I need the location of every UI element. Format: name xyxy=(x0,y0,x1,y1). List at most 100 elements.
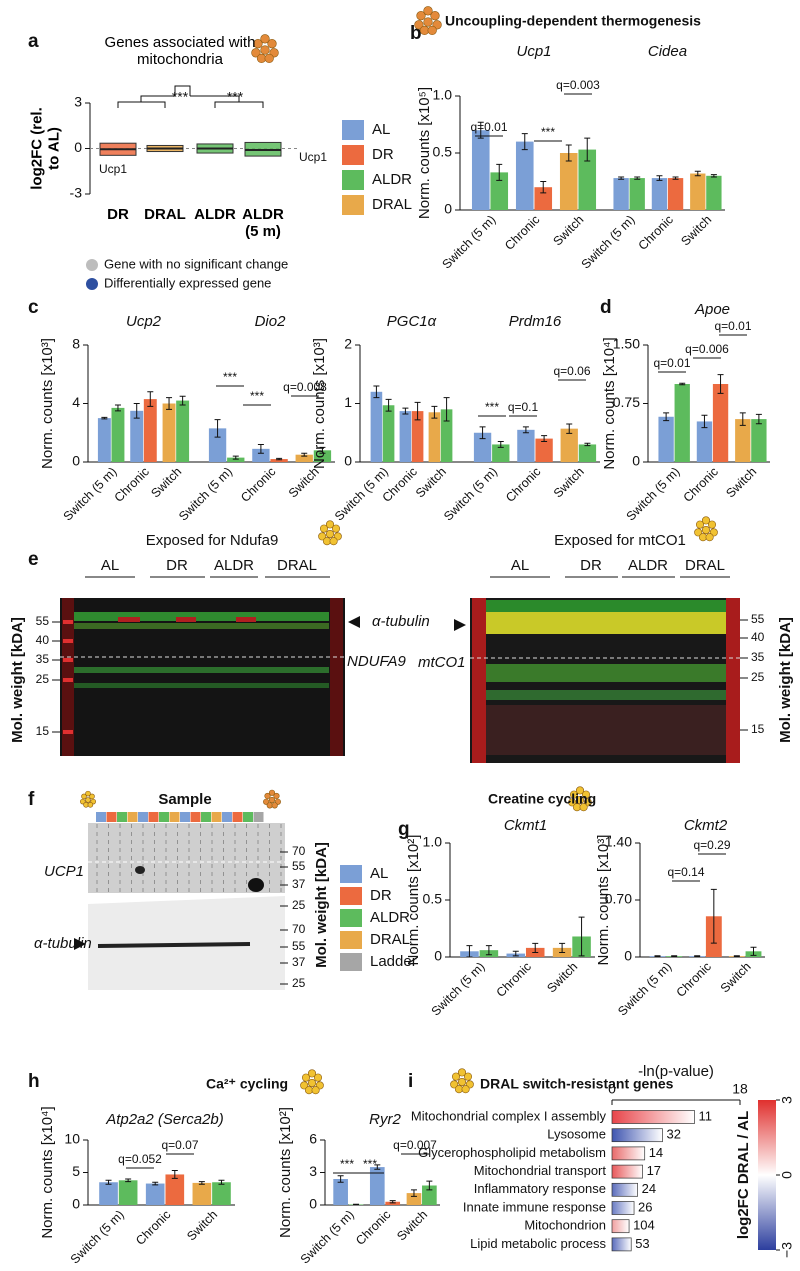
bracket xyxy=(117,85,264,108)
strip-cell xyxy=(232,812,243,822)
subplot-title: Ucp2 xyxy=(126,313,162,330)
error-bar xyxy=(739,412,746,426)
icon-cell xyxy=(253,39,263,49)
strip-cell xyxy=(127,812,138,822)
error-bar xyxy=(374,1164,381,1170)
blot-image xyxy=(470,598,740,763)
annotation: *** xyxy=(541,125,555,139)
bar xyxy=(578,444,597,462)
icon-cell xyxy=(423,17,433,27)
error-bar xyxy=(496,163,503,181)
icon xyxy=(450,1068,474,1094)
icon-cell xyxy=(260,34,270,44)
icon-cell xyxy=(81,793,87,800)
gene-count: 14 xyxy=(649,1145,663,1160)
bar xyxy=(490,172,509,210)
panel-label: b xyxy=(410,23,422,44)
icon-cell xyxy=(85,790,91,797)
strip-cell xyxy=(243,812,253,822)
icon-cell xyxy=(463,1072,473,1081)
arrow xyxy=(454,619,466,631)
error-bar xyxy=(114,404,121,412)
strip-cell xyxy=(190,812,201,822)
panel-label: c xyxy=(28,297,39,318)
lane-label: ALDR xyxy=(214,557,254,574)
bar xyxy=(411,411,424,462)
y-tick-label: 0.5 xyxy=(423,891,443,907)
category-label: Mitochondrial transport xyxy=(474,1163,607,1178)
y-tick-label: 3 xyxy=(74,94,82,110)
x-tick-label: ALDR xyxy=(194,206,236,223)
icon xyxy=(318,520,342,546)
annotation: q=0.01 xyxy=(714,319,751,333)
bar xyxy=(613,178,629,210)
subplot-title: Ckmt2 xyxy=(684,817,728,834)
bar xyxy=(111,407,125,462)
icon-cell xyxy=(694,528,703,537)
icon-cell xyxy=(271,802,278,809)
legend-dot xyxy=(86,278,98,290)
marker-label: 55 xyxy=(292,859,306,873)
y-axis-label-box: log2FC (rel. to AL) xyxy=(28,107,62,190)
band-label: α-tubulin xyxy=(372,613,430,630)
y-axis-label: Norm. counts [x10²] xyxy=(277,1107,294,1238)
error-bar xyxy=(466,945,473,958)
blot-title: Sample xyxy=(158,791,211,808)
x-tick-label: Chronic xyxy=(353,1208,393,1248)
colorbar-tick-label: −3 xyxy=(779,1242,795,1258)
error-bar xyxy=(414,401,421,421)
error-bar xyxy=(584,442,591,447)
legend-label: DRAL xyxy=(372,196,412,213)
error-bar xyxy=(232,455,239,460)
x-tick-label: Chronic xyxy=(112,465,152,505)
error-bar xyxy=(694,170,701,177)
gene-count: 17 xyxy=(647,1163,661,1178)
y-tick-label: 0 xyxy=(344,453,352,469)
chart-title: DRAL switch-resistant genes xyxy=(480,1076,674,1092)
error-bar xyxy=(654,955,661,958)
icon-cell xyxy=(701,516,711,525)
icon-cell xyxy=(301,1073,311,1082)
x-tick-label-box: DR xyxy=(107,206,129,223)
bar xyxy=(611,1182,638,1197)
gene-count: 32 xyxy=(666,1127,680,1142)
x-tick-label: Switch xyxy=(413,465,449,501)
icon-cell xyxy=(251,48,261,58)
lane-label: DR xyxy=(580,557,602,574)
strip-cell xyxy=(117,812,127,822)
x-tick-label: Switch (5 m) xyxy=(439,213,498,272)
icon-cell xyxy=(419,25,430,36)
category-label: Lipid metabolic process xyxy=(470,1236,606,1251)
x-tick-label: Chronic xyxy=(674,960,714,1000)
colorbar-label: log2FC DRAL / AL xyxy=(735,1111,752,1239)
bar xyxy=(333,1179,348,1205)
panel-label: a xyxy=(28,31,39,52)
icon-cell xyxy=(311,1086,320,1095)
error-bar xyxy=(672,176,679,180)
error-bar xyxy=(663,412,670,422)
icon xyxy=(300,1069,324,1095)
bar xyxy=(440,409,453,462)
error-bar xyxy=(497,441,504,448)
sample-strip xyxy=(96,812,264,822)
bar xyxy=(212,1182,231,1205)
annotation: *** xyxy=(223,370,237,384)
x-tick-label: Switch (5 m) xyxy=(615,960,674,1019)
y-tick-label: 8 xyxy=(72,336,80,352)
bar xyxy=(118,1180,138,1205)
x-tick-label: Chronic xyxy=(238,465,278,505)
bar xyxy=(295,454,313,462)
icon-cell xyxy=(416,11,426,21)
gene-count: 11 xyxy=(698,1108,712,1123)
icon-cell xyxy=(569,790,579,799)
y-tick-label: 0.70 xyxy=(605,891,632,907)
bar xyxy=(428,412,441,462)
x-tick-label: Switch xyxy=(394,1208,430,1244)
annotation: q=0.003 xyxy=(556,78,600,92)
x-tick-label: Chronic xyxy=(681,465,721,505)
x-tick-label: Switch xyxy=(544,960,580,996)
x-tick-label: Switch xyxy=(184,1208,220,1244)
error-bar xyxy=(301,452,308,457)
icon-cell xyxy=(325,529,335,539)
